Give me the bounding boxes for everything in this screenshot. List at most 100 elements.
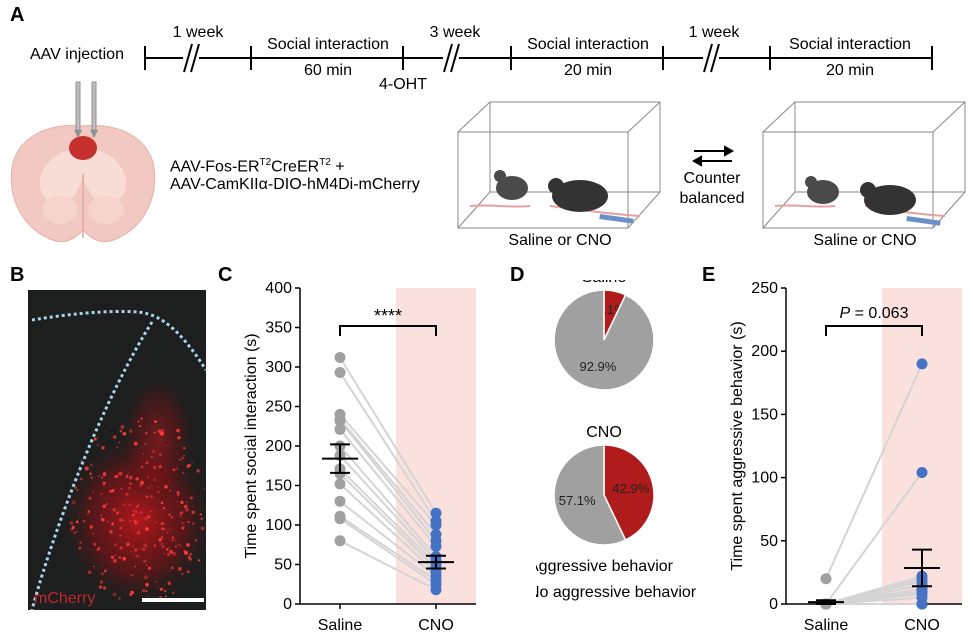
cell-speckle	[89, 472, 92, 475]
paired-line	[339, 468, 437, 566]
cell-speckle	[192, 522, 195, 525]
cell-speckle	[128, 429, 133, 434]
cell-speckle	[87, 510, 91, 513]
cell-speckle	[139, 511, 143, 514]
cell-speckle	[74, 486, 77, 489]
cell-speckle	[111, 489, 115, 493]
cell-speckle	[133, 441, 138, 446]
cell-speckle	[177, 436, 181, 440]
cell-speckle	[194, 539, 198, 542]
cell-speckle	[118, 471, 123, 476]
cell-speckle	[106, 520, 109, 523]
cell-speckle	[174, 539, 176, 541]
paired-line	[825, 363, 923, 580]
cell-speckle	[118, 556, 122, 559]
cell-speckle	[184, 550, 188, 555]
virus-line-2: AAV-CamKIIα-DIO-hM4Di-mCherry	[170, 176, 420, 193]
cell-speckle	[111, 522, 114, 526]
cell-speckle	[189, 552, 193, 556]
cell-speckle	[159, 587, 163, 591]
cell-speckle	[197, 559, 201, 562]
cno-point	[430, 507, 442, 519]
cell-speckle	[145, 495, 149, 499]
cell-speckle	[86, 513, 89, 516]
cell-speckle	[119, 526, 123, 530]
cell-speckle	[147, 515, 151, 519]
cell-speckle	[142, 452, 145, 455]
cell-speckle	[136, 504, 140, 507]
cell-speckle	[145, 582, 149, 587]
panel-label-c: C	[218, 264, 233, 286]
cell-speckle	[100, 514, 103, 517]
cell-speckle	[144, 516, 148, 520]
counter-balance-arrows	[691, 145, 735, 167]
cell-speckle	[180, 546, 182, 548]
paired-line	[339, 472, 437, 570]
cell-speckle	[161, 527, 164, 530]
cell-speckle	[113, 543, 117, 547]
cno-point	[430, 540, 442, 552]
cell-speckle	[147, 486, 150, 490]
y-tick-label: 100	[751, 470, 778, 487]
cell-speckle	[102, 473, 107, 477]
cell-speckle	[202, 487, 205, 490]
pie-slice	[553, 444, 627, 546]
cell-speckle	[103, 586, 107, 590]
cno-point	[916, 467, 928, 479]
cell-speckle	[130, 574, 132, 576]
cell-speckle	[165, 595, 167, 598]
cell-speckle	[128, 472, 130, 474]
arena-left	[457, 101, 661, 229]
cell-speckle	[160, 542, 163, 546]
cell-speckle	[90, 476, 93, 479]
cell-speckle	[136, 531, 141, 535]
cell-speckle	[143, 559, 147, 563]
arena-left-label: Saline or CNO	[508, 232, 612, 249]
significance-label: P = 0.063	[840, 305, 909, 322]
y-tick-label: 250	[265, 399, 292, 416]
cell-speckle	[166, 548, 169, 551]
y-tick-label: 150	[751, 406, 778, 423]
cell-speckle	[93, 542, 97, 546]
cell-speckle	[119, 518, 123, 522]
pie-title: Saline	[582, 280, 627, 286]
y-tick-label: 200	[751, 343, 778, 360]
cell-speckle	[180, 500, 184, 504]
paired-line	[339, 413, 437, 526]
cell-speckle	[145, 590, 148, 593]
y-tick-label: 200	[265, 438, 292, 455]
cell-speckle	[90, 463, 93, 467]
cell-speckle	[139, 484, 142, 487]
cell-speckle	[129, 520, 132, 522]
cell-speckle	[120, 424, 125, 429]
panel-label-d: D	[510, 264, 525, 286]
cell-speckle	[161, 522, 165, 526]
cell-speckle	[102, 504, 106, 509]
cell-speckle	[118, 441, 120, 444]
cell-speckle	[120, 487, 123, 490]
y-tick-label: 0	[283, 596, 292, 613]
cell-speckle	[163, 589, 167, 593]
cell-speckle	[132, 510, 135, 512]
gap-1-week: 1 week	[172, 24, 224, 41]
cell-speckle	[118, 511, 120, 513]
cell-speckle	[71, 500, 76, 505]
cell-speckle	[177, 493, 180, 497]
paired-line	[339, 371, 437, 522]
cell-speckle	[163, 585, 165, 587]
cell-speckle	[191, 510, 195, 514]
cell-speckle	[116, 446, 118, 449]
cell-speckle	[112, 559, 117, 563]
paired-line	[339, 454, 437, 562]
social-interaction-1-title: Social interaction	[267, 36, 389, 53]
cell-speckle	[150, 495, 153, 498]
cell-speckle	[188, 464, 191, 467]
chart-c: 0 50 100 150 200 250 300 350 400 Saline CNO Time sp…	[243, 280, 476, 634]
cell-speckle	[135, 554, 139, 558]
saline-point	[334, 535, 346, 547]
cell-speckle	[165, 445, 167, 447]
cell-speckle	[157, 429, 162, 433]
cell-speckle	[112, 508, 117, 512]
4-oht-label: 4-OHT	[379, 76, 427, 93]
y-tick-label: 100	[265, 517, 292, 534]
